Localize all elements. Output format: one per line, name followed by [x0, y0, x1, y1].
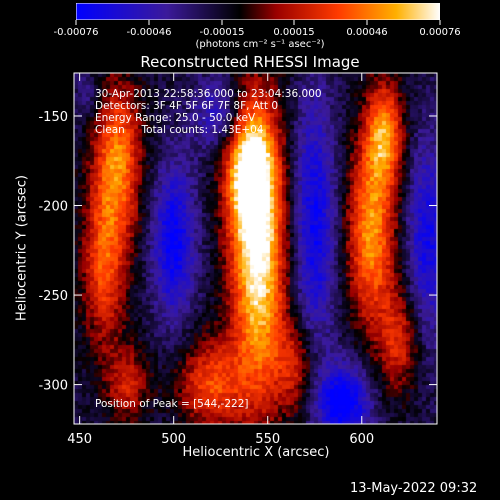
y-tick-label: -250 [38, 289, 68, 304]
x-axis-label: Heliocentric X (arcsec) [182, 445, 330, 460]
observation-info: 30-Apr-2013 22:58:36.000 to 23:04:36.000… [95, 88, 322, 136]
colorbar [76, 3, 440, 20]
colorbar-tick-label-0: -0.00076 [53, 27, 99, 38]
y-axis-label: Heliocentric Y (arcsec) [14, 175, 30, 321]
info-energy-range: Energy Range: 25.0 - 50.0 keV [95, 112, 256, 124]
info-time-range: 30-Apr-2013 22:58:36.000 to 23:04:36.000 [95, 88, 322, 100]
plot-title: Reconstructed RHESSI Image [140, 53, 360, 71]
x-tick-label: 450 [67, 432, 92, 447]
peak-position-label: Position of Peak = [544,-222] [95, 398, 249, 410]
footer-timestamp: 13-May-2022 09:32 [350, 481, 478, 496]
y-tick-label: -150 [38, 110, 68, 125]
colorbar-tick-label-5: 0.00076 [419, 27, 461, 38]
colorbar-tick-label-4: 0.00046 [346, 27, 388, 38]
y-tick-label: -300 [38, 379, 68, 394]
colorbar-unit-label: (photons cm⁻² s⁻¹ asec⁻²) [195, 39, 325, 50]
x-tick-label: 600 [349, 432, 374, 447]
colorbar-tick-label-2: -0.00015 [199, 27, 245, 38]
info-detectors: Detectors: 3F 4F 5F 6F 7F 8F, Att 0 [95, 100, 279, 112]
colorbar-gradient [76, 3, 440, 20]
info-clean-counts: Clean Total counts: 1.43E+04 [95, 124, 264, 136]
colorbar-tick-label-3: 0.00015 [273, 27, 315, 38]
colorbar-svg [76, 3, 440, 20]
y-tick-label: -200 [38, 200, 68, 215]
colorbar-tick-label-1: -0.00046 [126, 27, 172, 38]
colorbar-ticks [0, 20, 500, 26]
